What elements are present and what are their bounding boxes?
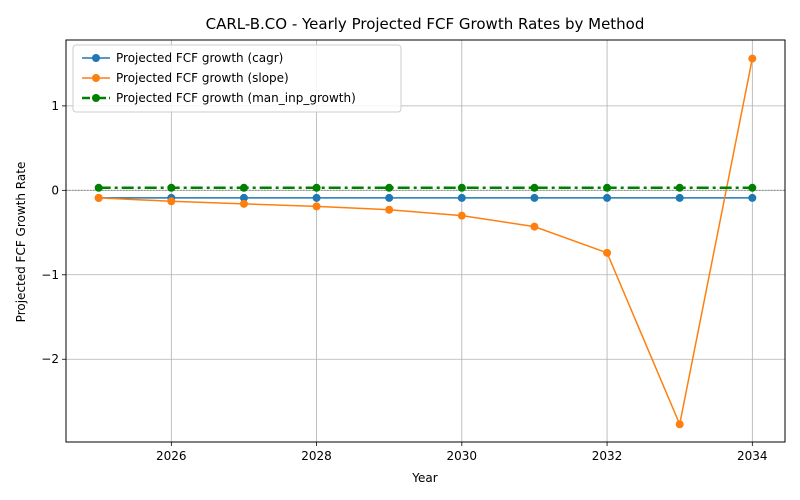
legend-label: Projected FCF growth (man_inp_growth) (116, 91, 356, 105)
data-point (603, 248, 612, 257)
data-point (385, 205, 394, 214)
data-point (675, 420, 684, 429)
x-tick-label: 2034 (737, 449, 768, 463)
x-tick-label: 2026 (156, 449, 187, 463)
data-point (748, 183, 757, 192)
y-tick-label: −2 (41, 352, 59, 366)
data-point (603, 193, 612, 202)
legend-swatch-marker (92, 54, 100, 62)
data-point (239, 183, 248, 192)
legend-swatch-marker (92, 94, 100, 102)
y-tick-label: 1 (51, 99, 59, 113)
data-point (675, 183, 684, 192)
data-point (530, 222, 539, 231)
data-point (530, 193, 539, 202)
data-point (748, 54, 757, 63)
x-axis-label: Year (411, 471, 437, 485)
chart-title: CARL-B.CO - Yearly Projected FCF Growth … (206, 15, 645, 33)
series-1 (94, 54, 757, 429)
legend: Projected FCF growth (cagr) Projected FCF… (72, 44, 402, 113)
data-point (312, 202, 321, 211)
data-point (239, 199, 248, 208)
data-point (603, 183, 612, 192)
data-point (457, 183, 466, 192)
data-point (239, 193, 248, 202)
legend-box (72, 44, 402, 113)
x-tick-label: 2032 (592, 449, 623, 463)
data-point (385, 193, 394, 202)
data-point (675, 193, 684, 202)
data-point (167, 183, 176, 192)
data-point (748, 193, 757, 202)
data-point (94, 193, 103, 202)
series-line (98, 58, 754, 427)
legend-swatch-marker (92, 74, 100, 82)
legend-label: Projected FCF growth (cagr) (116, 51, 283, 65)
y-tick-label: −1 (41, 268, 59, 282)
data-point (94, 183, 103, 192)
plot-frame (65, 39, 786, 443)
data-point (457, 193, 466, 202)
data-point (385, 183, 394, 192)
series-2 (94, 183, 757, 192)
y-axis-label: Projected FCF Growth Rate (14, 162, 28, 323)
data-point (312, 183, 321, 192)
data-point (457, 211, 466, 220)
x-tick-label: 2028 (301, 449, 332, 463)
data-point (312, 193, 321, 202)
data-point (530, 183, 539, 192)
y-tick-label: 0 (51, 183, 59, 197)
ticks: 2026 2028 2030 2032 2034 −2 −1 0 1 (41, 99, 767, 463)
series-layer (94, 54, 757, 429)
legend-label: Projected FCF growth (slope) (116, 71, 289, 85)
data-point (167, 197, 176, 206)
x-tick-label: 2030 (447, 449, 478, 463)
